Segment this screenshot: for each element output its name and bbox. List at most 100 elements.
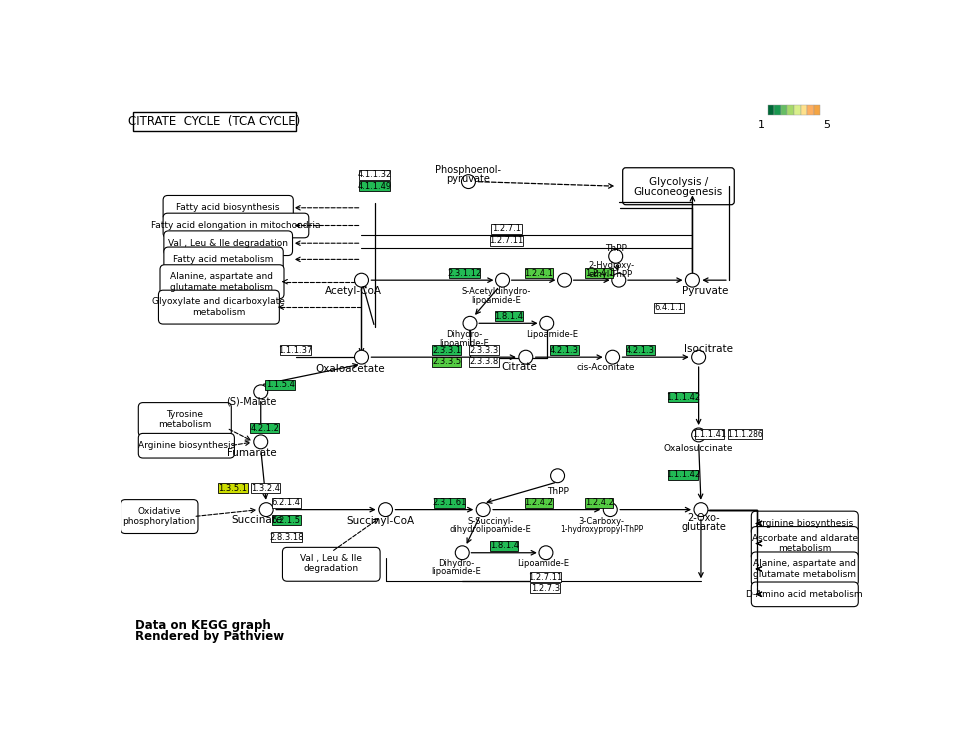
Text: Succinate: Succinate — [231, 515, 282, 525]
Text: Oxidative: Oxidative — [138, 508, 181, 517]
Text: 1.3.5.1: 1.3.5.1 — [218, 483, 247, 492]
Text: Isocitrate: Isocitrate — [683, 344, 733, 354]
Bar — [766, 105, 773, 116]
Text: lipoamide-E: lipoamide-E — [438, 339, 488, 348]
Bar — [250, 483, 280, 493]
Bar — [431, 345, 461, 355]
Bar — [668, 392, 697, 402]
Bar — [668, 470, 697, 480]
Text: Fatty acid biosynthesis: Fatty acid biosynthesis — [176, 203, 280, 212]
Text: 1.1.1.42: 1.1.1.42 — [666, 393, 700, 402]
Text: Arginine biosynthesis: Arginine biosynthesis — [756, 519, 853, 528]
Text: glutamate metabolism: glutamate metabolism — [171, 282, 273, 292]
Text: 1.2.7.1: 1.2.7.1 — [491, 224, 520, 233]
Text: Arginine biosynthesis: Arginine biosynthesis — [138, 441, 234, 450]
Text: Oxaloacetate: Oxaloacetate — [315, 365, 385, 374]
FancyBboxPatch shape — [163, 195, 293, 220]
Bar — [728, 429, 762, 439]
Ellipse shape — [476, 503, 489, 517]
Text: 1.1.1.37: 1.1.1.37 — [278, 346, 312, 354]
Text: phosphorylation: phosphorylation — [122, 517, 196, 525]
Text: 1.2.7.11: 1.2.7.11 — [488, 237, 523, 245]
FancyBboxPatch shape — [751, 552, 858, 586]
Text: Dihydro-: Dihydro- — [445, 330, 482, 339]
Text: Glyoxylate and dicarboxylate: Glyoxylate and dicarboxylate — [152, 297, 285, 307]
Ellipse shape — [539, 316, 553, 330]
Text: Val , Leu & Ile degradation: Val , Leu & Ile degradation — [168, 239, 288, 248]
Text: Fatty acid elongation in mitochondria: Fatty acid elongation in mitochondria — [151, 221, 321, 230]
FancyBboxPatch shape — [751, 582, 858, 607]
Text: Ascorbate and aldarate: Ascorbate and aldarate — [751, 534, 857, 542]
Text: Gluconeogenesis: Gluconeogenesis — [633, 187, 722, 198]
Text: 6.2.1.4: 6.2.1.4 — [271, 498, 300, 507]
Text: Alanine, aspartate and: Alanine, aspartate and — [753, 559, 856, 568]
FancyBboxPatch shape — [139, 402, 231, 436]
Bar — [524, 497, 552, 508]
Text: CITRATE  CYCLE  (TCA CYCLE): CITRATE CYCLE (TCA CYCLE) — [128, 115, 300, 128]
Text: 1.3.2.4: 1.3.2.4 — [251, 483, 280, 492]
Bar — [271, 497, 300, 508]
Bar — [218, 483, 247, 493]
Text: 2.3.1.12: 2.3.1.12 — [447, 269, 482, 278]
Ellipse shape — [462, 316, 477, 330]
Bar — [806, 105, 813, 116]
Bar — [585, 268, 612, 279]
Text: Pyruvate: Pyruvate — [681, 286, 728, 296]
Text: 1.2.4.2: 1.2.4.2 — [584, 498, 613, 507]
Text: Fatty acid metabolism: Fatty acid metabolism — [173, 255, 273, 264]
Bar — [449, 268, 480, 279]
Bar — [359, 170, 390, 180]
Bar — [271, 515, 300, 525]
Bar — [813, 105, 820, 116]
Ellipse shape — [378, 503, 392, 517]
Text: ethyl-ThPP: ethyl-ThPP — [588, 270, 633, 279]
Ellipse shape — [557, 273, 571, 287]
FancyBboxPatch shape — [163, 213, 308, 238]
Text: Succinyl-CoA: Succinyl-CoA — [347, 516, 415, 526]
Bar — [266, 380, 295, 390]
Ellipse shape — [611, 273, 625, 287]
Text: Oxalosuccinate: Oxalosuccinate — [663, 444, 733, 453]
Bar — [799, 105, 806, 116]
Text: cis-Aconitate: cis-Aconitate — [576, 363, 635, 371]
Ellipse shape — [685, 273, 699, 287]
Text: pyruvate: pyruvate — [446, 173, 490, 184]
Text: 6.2.1.5: 6.2.1.5 — [271, 516, 300, 525]
Ellipse shape — [603, 503, 616, 517]
FancyBboxPatch shape — [164, 247, 283, 272]
Ellipse shape — [539, 546, 552, 559]
Text: Citrate: Citrate — [500, 362, 536, 372]
Bar — [529, 573, 560, 582]
Text: 4.2.1.3: 4.2.1.3 — [549, 346, 578, 354]
Bar — [469, 357, 498, 367]
Bar — [494, 311, 522, 321]
Bar — [794, 105, 799, 116]
Bar — [490, 223, 521, 234]
FancyBboxPatch shape — [120, 500, 198, 534]
Ellipse shape — [550, 469, 564, 483]
Text: 2.3.3.3: 2.3.3.3 — [469, 346, 498, 354]
Text: 1.2.4.1: 1.2.4.1 — [584, 269, 613, 278]
Ellipse shape — [259, 503, 273, 517]
Ellipse shape — [354, 350, 368, 364]
Bar — [469, 345, 498, 355]
Text: 1.1.1.286: 1.1.1.286 — [727, 430, 763, 439]
Text: Alanine, aspartate and: Alanine, aspartate and — [171, 272, 273, 281]
Text: Acetyl-CoA: Acetyl-CoA — [325, 286, 382, 296]
Text: Val , Leu & Ile: Val , Leu & Ile — [300, 554, 361, 563]
Text: 1.2.7.11: 1.2.7.11 — [527, 573, 562, 582]
Bar — [250, 423, 279, 433]
Ellipse shape — [495, 273, 509, 287]
Text: 2.3.3.5: 2.3.3.5 — [432, 357, 461, 366]
Bar — [359, 181, 390, 191]
Text: glutamate metabolism: glutamate metabolism — [753, 570, 856, 579]
Text: Phosphoenol-: Phosphoenol- — [435, 165, 501, 175]
Bar — [549, 345, 578, 355]
Text: 1.1.1.42: 1.1.1.42 — [666, 470, 700, 480]
FancyBboxPatch shape — [160, 265, 284, 298]
Text: dihydrolipoamide-E: dihydrolipoamide-E — [449, 525, 530, 534]
Ellipse shape — [691, 350, 704, 364]
Ellipse shape — [254, 385, 267, 399]
Text: 1.1.1.41: 1.1.1.41 — [692, 430, 726, 439]
Text: 4.2.1.3: 4.2.1.3 — [625, 346, 654, 354]
